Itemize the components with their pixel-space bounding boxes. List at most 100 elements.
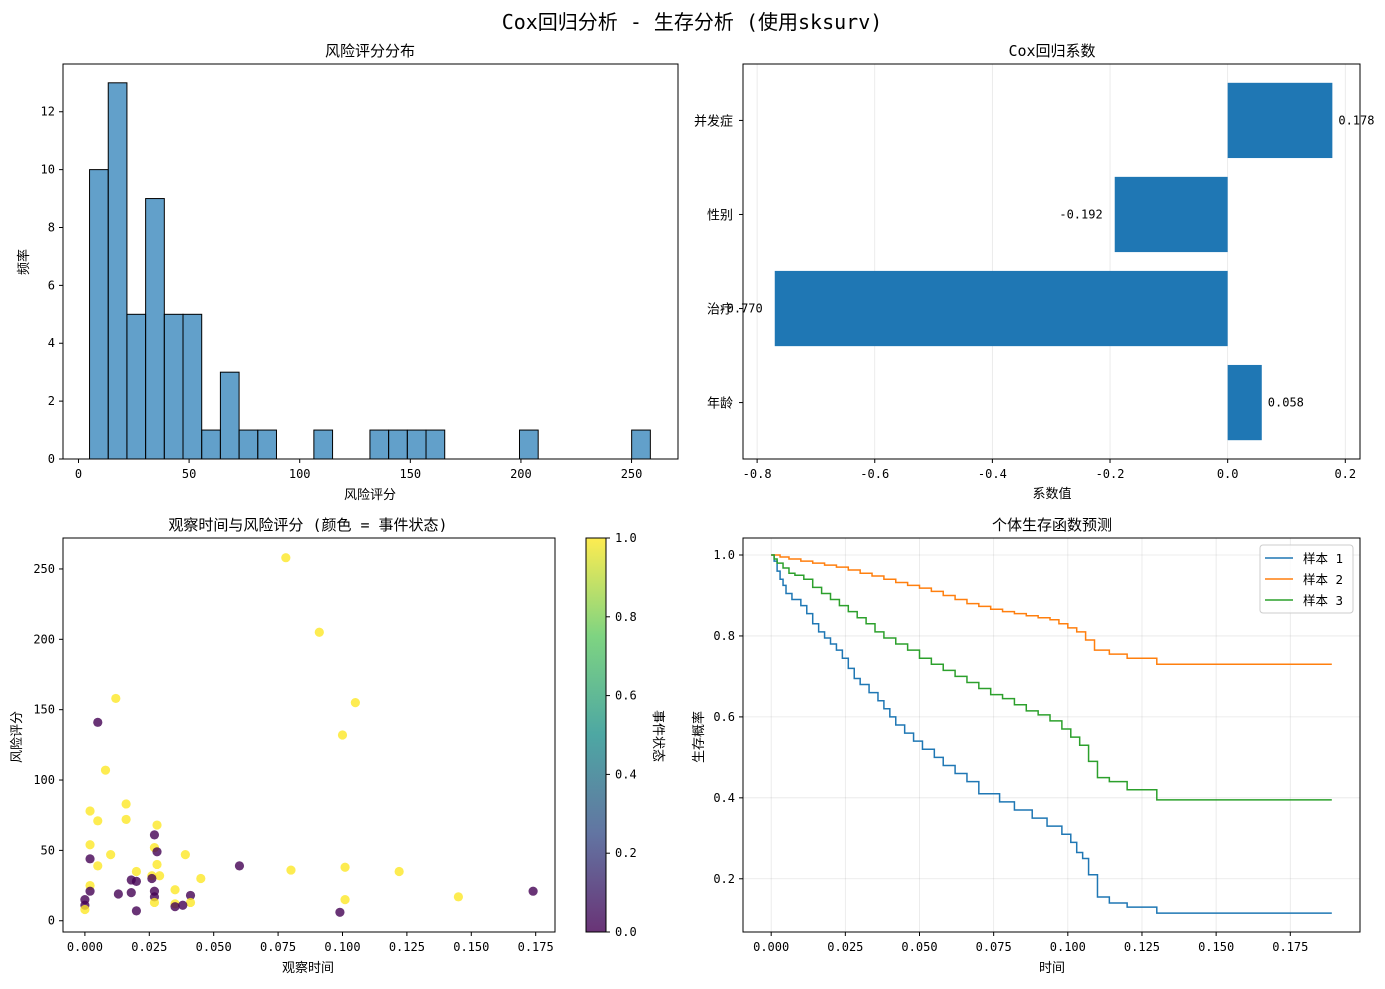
coef-xtick-label: -0.4 xyxy=(978,467,1007,481)
hist-xtick-label: 250 xyxy=(621,467,643,481)
scatter-point xyxy=(147,873,157,884)
hist-bar xyxy=(238,429,259,460)
survival-curve xyxy=(771,554,1332,666)
colorbar-frame xyxy=(585,537,607,933)
surv-xtick-label: 0.025 xyxy=(827,940,863,954)
scatter-point xyxy=(152,859,162,870)
scatter-xtick-label: 0.025 xyxy=(131,940,167,954)
hist-bar xyxy=(631,429,651,460)
surv-ytick-label: 1.0 xyxy=(713,548,735,562)
surv-title: 个体生存函数预测 xyxy=(992,516,1112,534)
scatter-point xyxy=(121,799,131,809)
hist-bar xyxy=(518,429,539,460)
risk-score-histogram: 风险评分分布 0 50 100 150 200 250 0 2 4 6 8 10 12 风险评分 频率 xyxy=(16,42,679,503)
survival-curve xyxy=(771,554,1332,801)
coef-title: Cox回归系数 xyxy=(1008,42,1095,60)
scatter-xtick-label: 0.175 xyxy=(518,940,554,954)
scatter-xtick-label: 0.000 xyxy=(67,940,103,954)
scatter-point xyxy=(85,840,95,850)
hist-ytick-label: 12 xyxy=(41,105,55,119)
hist-bar xyxy=(257,429,277,460)
colorbar-label: 事件状态 xyxy=(650,710,665,762)
scatter-point xyxy=(196,873,206,884)
legend-label: 样本 1 xyxy=(1303,551,1343,566)
surv-xtick-label: 0.075 xyxy=(976,940,1012,954)
scatter-xtick-label: 0.150 xyxy=(453,940,489,954)
scatter-point xyxy=(149,897,160,908)
scatter-point xyxy=(335,907,345,917)
colorbar xyxy=(586,538,606,932)
hist-bar xyxy=(126,313,147,460)
coef-value-label: -0.192 xyxy=(1059,207,1102,221)
scatter-point xyxy=(80,904,90,915)
coef-bar xyxy=(774,270,1228,347)
scatter-point xyxy=(286,865,296,875)
scatter-point xyxy=(126,888,136,898)
scatter-point xyxy=(85,854,95,864)
hist-bar xyxy=(201,429,221,460)
scatter-ytick-label: 150 xyxy=(33,703,55,717)
scatter-point xyxy=(170,885,180,895)
scatter-title: 观察时间与风险评分 (颜色 = 事件状态) xyxy=(168,516,447,534)
scatter-point xyxy=(350,698,360,708)
hist-xlabel: 风险评分 xyxy=(344,488,396,503)
scatter-axes-frame xyxy=(62,537,556,933)
survival-curve xyxy=(771,554,1332,914)
hist-ytick-label: 10 xyxy=(41,163,55,177)
scatter-xtick-label: 0.125 xyxy=(389,940,425,954)
colorbar-tick-label: 0.0 xyxy=(615,925,637,939)
hist-bar xyxy=(425,429,446,460)
coef-xtick-label: 0.0 xyxy=(1217,467,1239,481)
hist-xtick-label: 50 xyxy=(182,467,196,481)
coef-bar xyxy=(1114,176,1228,253)
surv-ytick-label: 0.6 xyxy=(713,710,735,724)
hist-title: 风险评分分布 xyxy=(325,42,415,60)
hist-xtick-label: 200 xyxy=(510,467,532,481)
scatter-point xyxy=(234,861,245,871)
hist-axes-frame xyxy=(62,63,679,460)
coef-xtick-label: -0.6 xyxy=(860,467,889,481)
scatter-ytick-label: 200 xyxy=(33,632,55,646)
coef-xtick-label: -0.2 xyxy=(1096,467,1125,481)
scatter-point xyxy=(100,765,111,775)
time-vs-risk-scatter: 观察时间与风险评分 (颜色 = 事件状态) 0.000 0.025 0.050 0.0… xyxy=(10,516,665,976)
scatter-point xyxy=(113,889,123,899)
scatter-point xyxy=(281,553,291,563)
hist-bar xyxy=(163,313,184,460)
hist-ytick-label: 4 xyxy=(48,336,55,350)
scatter-ytick-label: 0 xyxy=(48,914,55,928)
scatter-point xyxy=(340,862,350,872)
scatter-point xyxy=(528,886,538,896)
surv-xtick-label: 0.000 xyxy=(753,940,789,954)
scatter-point xyxy=(394,866,404,877)
scatter-point xyxy=(170,902,180,912)
scatter-point xyxy=(178,900,188,910)
surv-ytick-label: 0.2 xyxy=(713,872,735,886)
legend-label: 样本 3 xyxy=(1303,593,1343,608)
scatter-point xyxy=(85,806,95,816)
scatter-point xyxy=(340,895,350,905)
colorbar-tick-label: 1.0 xyxy=(615,531,637,545)
scatter-point xyxy=(314,627,324,637)
scatter-point xyxy=(152,847,162,857)
survival-function-chart: 个体生存函数预测 0.000 0.025 0.050 0.075 0.100 0.125 0… xyxy=(691,516,1361,976)
hist-xtick-label: 0 xyxy=(75,467,82,481)
surv-ylabel: 生存概率 xyxy=(691,711,707,763)
scatter-point xyxy=(93,861,103,871)
colorbar-tick-label: 0.2 xyxy=(615,846,637,860)
coef-axes-frame xyxy=(742,63,1361,460)
scatter-point xyxy=(149,830,160,840)
hist-bar xyxy=(219,371,240,460)
scatter-point xyxy=(131,906,142,916)
hist-bar xyxy=(145,198,165,460)
legend-frame xyxy=(1259,544,1354,614)
figure-suptitle: Cox回归分析 - 生存分析 (使用sksurv) xyxy=(502,10,883,34)
scatter-point xyxy=(106,850,116,860)
hist-xtick-label: 100 xyxy=(289,467,311,481)
coef-bar xyxy=(1227,82,1333,159)
coef-category-label: 年龄 xyxy=(707,397,733,412)
scatter-point xyxy=(337,730,348,740)
coef-category-label: 治疗 xyxy=(707,303,733,318)
scatter-point xyxy=(185,890,196,901)
